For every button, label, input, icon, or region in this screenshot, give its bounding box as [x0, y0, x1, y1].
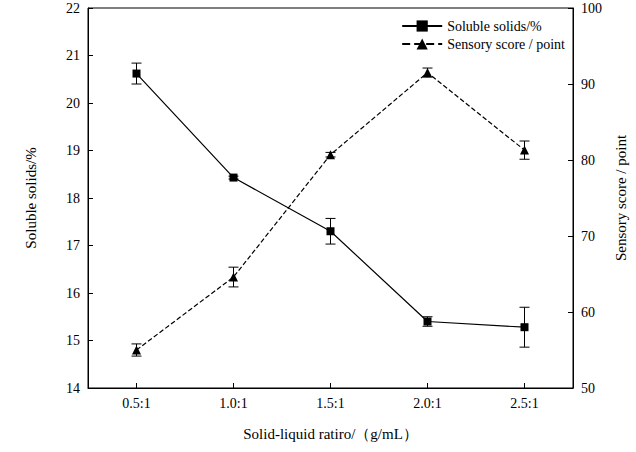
svg-text:14: 14: [66, 381, 80, 396]
svg-text:80: 80: [581, 153, 595, 168]
svg-text:1.5:1: 1.5:1: [316, 396, 344, 411]
svg-text:2.0:1: 2.0:1: [413, 396, 441, 411]
svg-text:0.5:1: 0.5:1: [122, 396, 150, 411]
svg-text:Solid-liquid ratiro/（g/mL）: Solid-liquid ratiro/（g/mL）: [243, 426, 418, 442]
svg-text:60: 60: [581, 305, 595, 320]
svg-text:2.5:1: 2.5:1: [510, 396, 538, 411]
svg-text:21: 21: [66, 48, 80, 63]
svg-text:15: 15: [66, 333, 80, 348]
svg-text:17: 17: [66, 238, 80, 253]
svg-text:Soluble solids/%: Soluble solids/%: [447, 19, 542, 34]
svg-text:90: 90: [581, 77, 595, 92]
svg-text:22: 22: [66, 1, 80, 16]
svg-text:18: 18: [66, 191, 80, 206]
svg-text:70: 70: [581, 229, 595, 244]
svg-text:50: 50: [581, 381, 595, 396]
svg-text:1.0:1: 1.0:1: [219, 396, 247, 411]
svg-text:19: 19: [66, 143, 80, 158]
svg-text:Sensory score / point: Sensory score / point: [447, 37, 565, 52]
svg-text:16: 16: [66, 286, 80, 301]
svg-text:Soluble solids/%: Soluble solids/%: [23, 147, 39, 248]
svg-text:100: 100: [581, 1, 602, 16]
svg-text:Sensory score / point: Sensory score / point: [613, 134, 629, 261]
svg-text:20: 20: [66, 96, 80, 111]
